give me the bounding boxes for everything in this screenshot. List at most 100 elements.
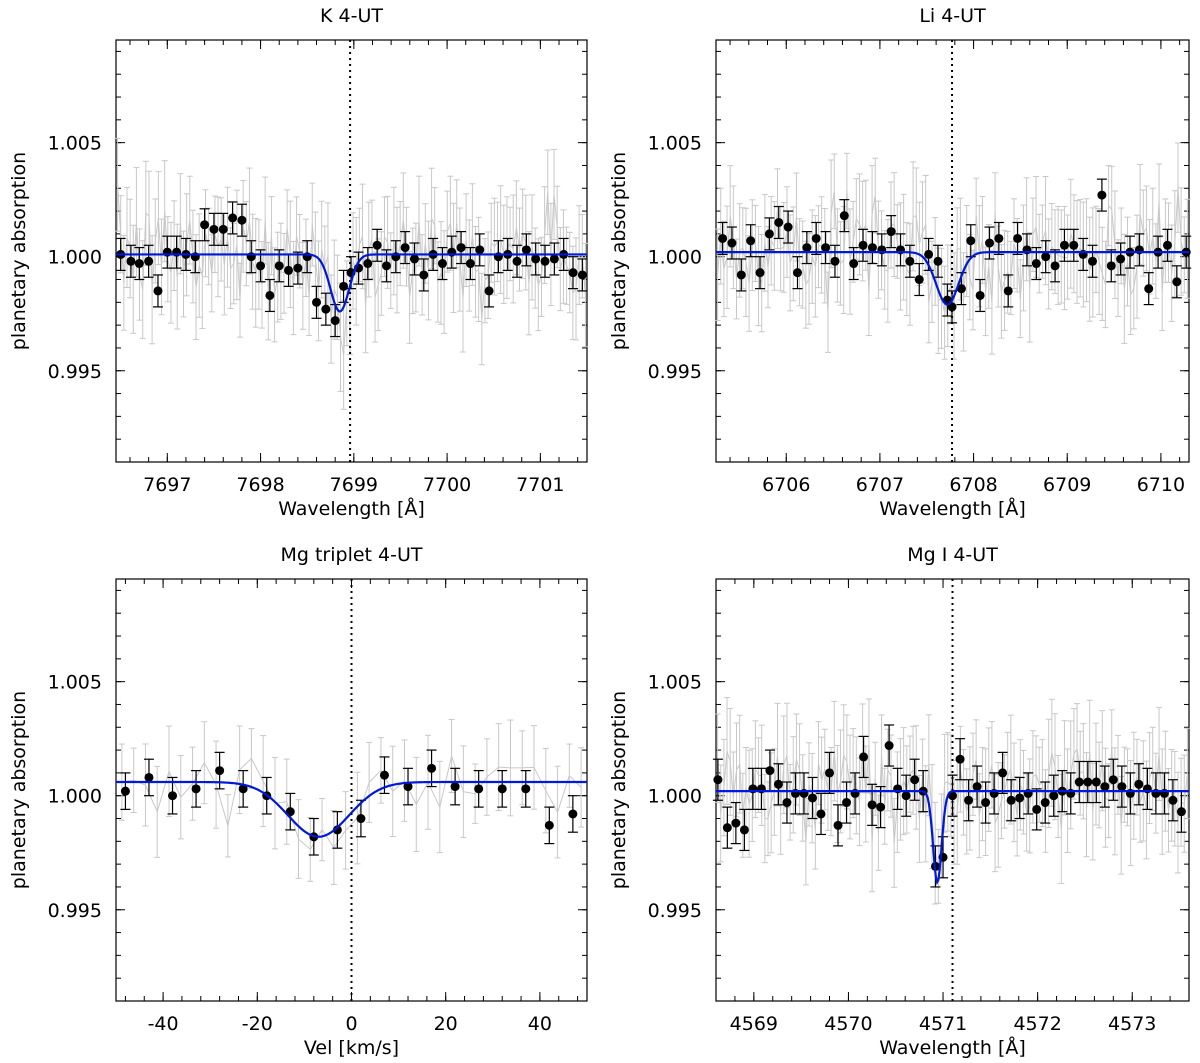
binned-point [1100,782,1110,792]
binned-point [774,217,784,227]
binned-point [713,775,723,785]
binned-point [867,800,877,810]
tick-marks [716,40,1189,463]
binned-point [858,240,868,250]
x-tick-label-4571: 4571 [919,1013,967,1035]
x-tick-label-6709: 6709 [1043,474,1091,496]
chart-title: Li 4-UT [919,5,986,27]
binned-point [521,245,531,255]
raw-data-layer [714,697,1191,905]
binned-point [736,270,746,280]
binned-point [1083,777,1093,787]
chart-title: K 4-UT [320,5,383,27]
binned-point [134,259,144,269]
binned-point [209,224,219,234]
binned-point [1162,240,1172,250]
binned-point [497,784,507,794]
x-tick-label-6707: 6707 [856,474,904,496]
y-axis-label: planetary absorption [608,152,630,350]
binned-point [966,236,976,246]
binned-point [144,256,154,266]
binned-point [577,270,587,280]
binned-point [274,261,284,271]
binned-point [975,290,985,300]
binned-point [1006,795,1016,805]
x-tick-label-7698: 7698 [236,474,284,496]
binned-point [332,825,342,835]
binned-point [330,316,340,326]
panel-mg-i: Mg I 4-UT 4569 4570 4571 4572 4573 0.995… [608,544,1191,1059]
binned-point [403,782,413,792]
y-axis-label: planetary absorption [608,691,630,889]
binned-point [905,256,915,266]
x-tick-label-6710: 6710 [1137,474,1185,496]
binned-point [731,818,741,828]
binned-point [293,263,303,273]
binned-point [722,823,732,833]
x-tick-label-4572: 4572 [1013,1013,1061,1035]
x-tick-label-4573: 4573 [1108,1013,1156,1035]
binned-point [1032,804,1042,814]
panel-li: Li 4-UT 6706 6707 6708 6709 6710 0.995 1… [608,5,1192,520]
binned-point [465,259,475,269]
binned-point [1176,807,1186,817]
raw-spectrum-line [121,754,582,851]
binned-point [830,256,840,266]
binned-point [168,791,178,801]
binned-point [910,775,920,785]
binned-point [964,795,974,805]
binned-point [1050,261,1060,271]
x-axis-label: Wavelength [Å] [278,497,425,520]
binned-point [782,798,792,808]
x-tick-label-7700: 7700 [423,474,471,496]
binned-point [1116,254,1126,264]
binned-point [521,784,531,794]
gaussian-fit-curve [116,780,587,838]
binned-point [825,768,835,778]
binned-point [1091,777,1101,787]
y-tick-label-1000: 1.000 [48,786,102,808]
x-tick-label-20: 20 [434,1013,458,1035]
binned-point [1088,256,1098,266]
binned-point [512,256,522,266]
binned-point [807,793,817,803]
binned-point [549,254,559,264]
binned-point [1041,252,1051,262]
binned-point [265,290,275,300]
binned-point [739,825,749,835]
binned-point [256,261,266,271]
binned-data-layer [717,178,1192,324]
binned-point [484,286,494,296]
binned-point [568,268,578,278]
binned-point [802,243,812,253]
y-axis-label: planetary absorption [8,152,30,350]
raw-data-layer [114,137,589,410]
binned-point [456,243,466,253]
y-tick-label-1005: 1.005 [48,672,102,694]
binned-point [1074,777,1084,787]
binned-point [746,236,756,246]
binned-point [842,798,852,808]
binned-point [400,243,410,253]
y-tick-label-0995: 0.995 [48,361,102,383]
gaussian-fit-curve [716,790,1189,886]
binned-point [363,259,373,269]
x-axis-label: Wavelength [Å] [879,497,1026,520]
chart-title: Mg I 4-UT [907,544,998,566]
x-tick-label-7697: 7697 [143,474,191,496]
binned-point [1172,277,1182,287]
binned-point [200,220,210,230]
y-tick-label-1005: 1.005 [648,133,702,155]
binned-point [884,741,894,751]
x-tick-label-40: 40 [528,1013,552,1035]
y-tick-label-1005: 1.005 [648,672,702,694]
panel-k: K 4-UT 7697 7698 7699 7700 7701 0.995 1.… [8,5,589,520]
gaussian-fit-curve [116,253,587,313]
binned-point [755,268,765,278]
binned-point [886,227,896,237]
binned-point [356,814,366,824]
binned-point [191,784,201,794]
y-tick-label-1000: 1.000 [648,786,702,808]
binned-point [312,297,322,307]
